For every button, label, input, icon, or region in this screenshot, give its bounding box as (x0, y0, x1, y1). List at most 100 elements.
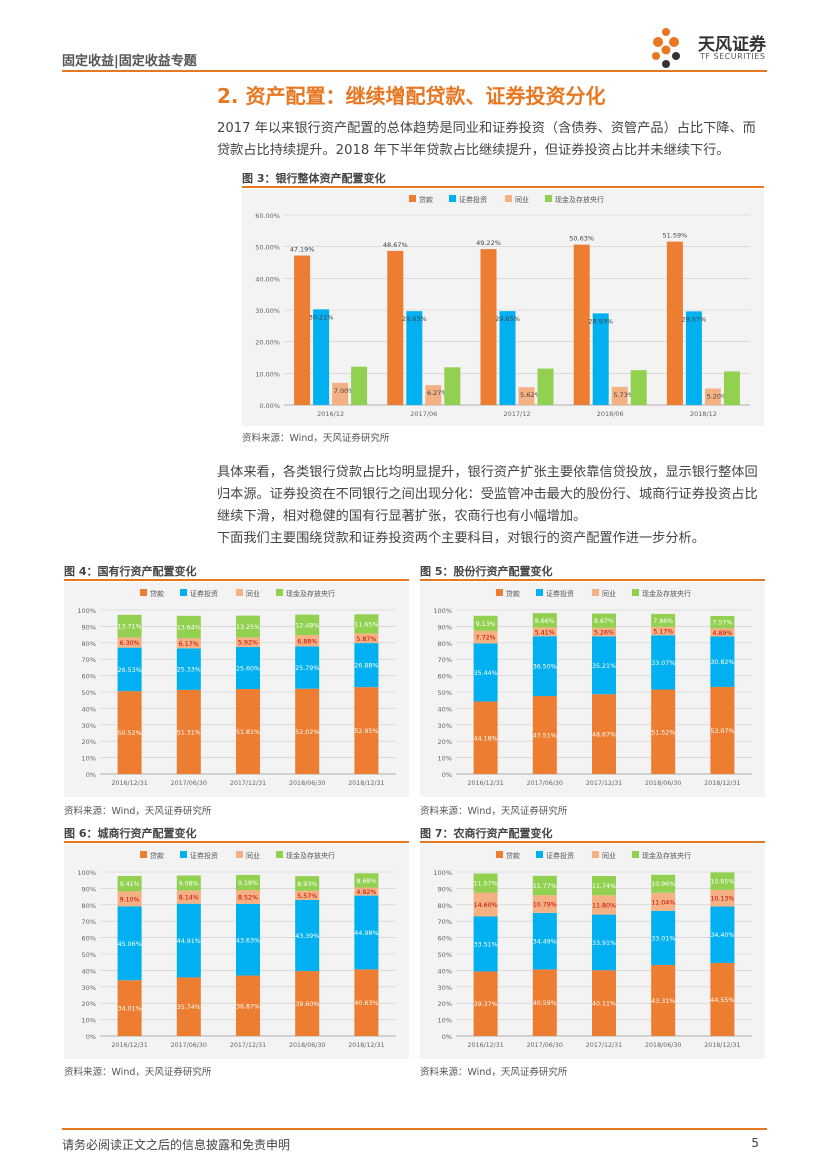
bar-3 (351, 366, 368, 405)
y-tick-label: 80% (438, 640, 452, 648)
stack-segment-2 (592, 895, 616, 915)
stack-segment-0 (354, 969, 379, 1036)
x-tick-label: 2017/06/30 (171, 1042, 207, 1049)
legend-label: 贷款 (150, 851, 164, 860)
y-tick-label: 50% (82, 689, 96, 697)
y-tick-label: 90% (82, 623, 96, 631)
stack-segment-2 (176, 638, 201, 649)
data-label: 51.52% (651, 729, 675, 736)
data-label: 36.87% (236, 1003, 260, 1010)
stack-segment-1 (651, 910, 676, 965)
data-label: 11.57% (474, 881, 498, 888)
data-label: 8.14% (179, 895, 199, 902)
stack-segment-1 (295, 899, 320, 972)
legend-swatch (592, 851, 599, 858)
data-label: 50.63% (569, 235, 594, 243)
fig5-title: 图 5：股份行资产配置变化 (420, 565, 553, 578)
stack-segment-3 (710, 872, 735, 890)
stack-segment-0 (295, 971, 320, 1036)
y-tick-label: 40% (438, 705, 452, 713)
x-tick-label: 2018/06/30 (645, 1042, 681, 1049)
data-label: 33.51% (474, 941, 498, 948)
y-tick-label: 60% (438, 935, 452, 943)
x-tick-label: 2018/12/31 (348, 780, 384, 787)
fig5-source: 资料来源：Wind，天风证券研究所 (420, 806, 568, 817)
fig7-chart: 贷款 证券投资 同业 现金及存放央行 0% 10% 20% 30% 40% 50% 60% 70% 80… (433, 851, 752, 1049)
section-title: 2. 资产配置：继续增配贷款、证券投资分化 (217, 84, 606, 108)
legend-label: 现金及存放央行 (555, 195, 604, 204)
data-label: 44.98% (354, 930, 378, 937)
y-tick-label: 90% (82, 885, 96, 893)
legend-label: 现金及存放央行 (642, 589, 691, 598)
data-label: 35.21% (592, 663, 616, 670)
y-tick-label: 30% (82, 984, 96, 992)
data-label: 11.74% (592, 883, 616, 890)
stack-segment-3 (710, 615, 735, 629)
data-label: 39.60% (295, 1001, 319, 1008)
fig6-chart: 贷款 证券投资 同业 现金及存放央行 0% 10% 20% 30% 40% 50% 60% 70% 80… (77, 851, 396, 1049)
stack-segment-1 (117, 906, 142, 981)
y-tick-label: 10% (82, 755, 96, 763)
stack-segment-3 (592, 876, 616, 896)
data-label: 51.81% (236, 729, 260, 736)
legend-swatch (545, 195, 552, 202)
data-label: 11.65% (354, 621, 378, 628)
data-label: 6.27% (427, 389, 448, 397)
stack-segment-1 (532, 912, 557, 970)
data-label: 51.31% (177, 729, 201, 736)
bar-2 (332, 382, 349, 405)
fig6-source: 资料来源：Wind，天风证券研究所 (64, 1067, 212, 1078)
stack-segment-3 (236, 615, 260, 638)
stack-segment-1 (117, 647, 142, 692)
data-label: 25.79% (295, 665, 319, 672)
data-label: 5.26% (594, 630, 614, 637)
x-tick-label: 2017/12/31 (586, 780, 622, 787)
data-label: 39.37% (474, 1001, 498, 1008)
legend-swatch (632, 589, 639, 596)
data-label: 7.00% (334, 387, 355, 395)
stack-segment-0 (117, 691, 142, 774)
stack-segment-0 (236, 689, 260, 774)
data-label: 43.31% (651, 998, 675, 1005)
legend-swatch (276, 589, 283, 596)
y-tick-label: 70% (82, 656, 96, 664)
y-tick-label: 90% (438, 885, 452, 893)
stack-segment-1 (651, 635, 676, 690)
stack-segment-1 (176, 648, 201, 690)
data-label: 7.86% (653, 618, 673, 625)
data-label: 9.08% (179, 880, 199, 887)
stack-segment-2 (295, 635, 320, 647)
data-label: 25.33% (177, 667, 201, 674)
stack-segment-0 (354, 687, 379, 774)
y-tick-label: 20% (82, 1000, 96, 1008)
x-tick-label: 2017/12/31 (230, 780, 266, 787)
stack-segment-1 (176, 903, 201, 978)
data-label: 5.57% (297, 893, 317, 900)
fig3-source: 资料来源：Wind，天风证券研究所 (242, 433, 390, 444)
x-tick-label: 2017/12/31 (230, 1042, 266, 1049)
data-label: 43.39% (295, 933, 319, 940)
fig4-chart: 贷款 证券投资 同业 现金及存放央行 0% 10% 20% 30% 40% 50% 60% 70% 80… (77, 589, 396, 787)
data-label: 13.64% (177, 625, 201, 632)
stack-segment-0 (592, 694, 616, 774)
stack-segment-2 (176, 890, 201, 904)
page-number: 5 (751, 1136, 759, 1150)
data-label: 11.04% (651, 899, 675, 906)
data-label: 26.88% (354, 663, 378, 670)
data-label: 45.06% (118, 941, 142, 948)
legend-swatch (536, 589, 543, 596)
paragraph-3: 下面我们主要围绕贷款和证券投资两个主要科目，对银行的资产配置作进一步分析。 (217, 531, 705, 546)
bar-0 (573, 244, 590, 405)
data-label: 5.41% (535, 629, 555, 636)
x-tick-label: 2016/12/31 (467, 1042, 503, 1049)
legend-swatch (180, 851, 187, 858)
stack-segment-2 (473, 892, 498, 917)
fig7-title: 图 7：农商行资产配置变化 (420, 827, 553, 840)
data-label: 4.89% (712, 630, 732, 637)
stack-segment-2 (710, 889, 735, 907)
data-label: 48.67% (383, 241, 408, 249)
fig4-title-underline (64, 579, 409, 581)
data-label: 7.57% (712, 620, 732, 627)
bar-3 (630, 370, 647, 405)
logo-text-cn: 天风证券 (698, 35, 766, 55)
